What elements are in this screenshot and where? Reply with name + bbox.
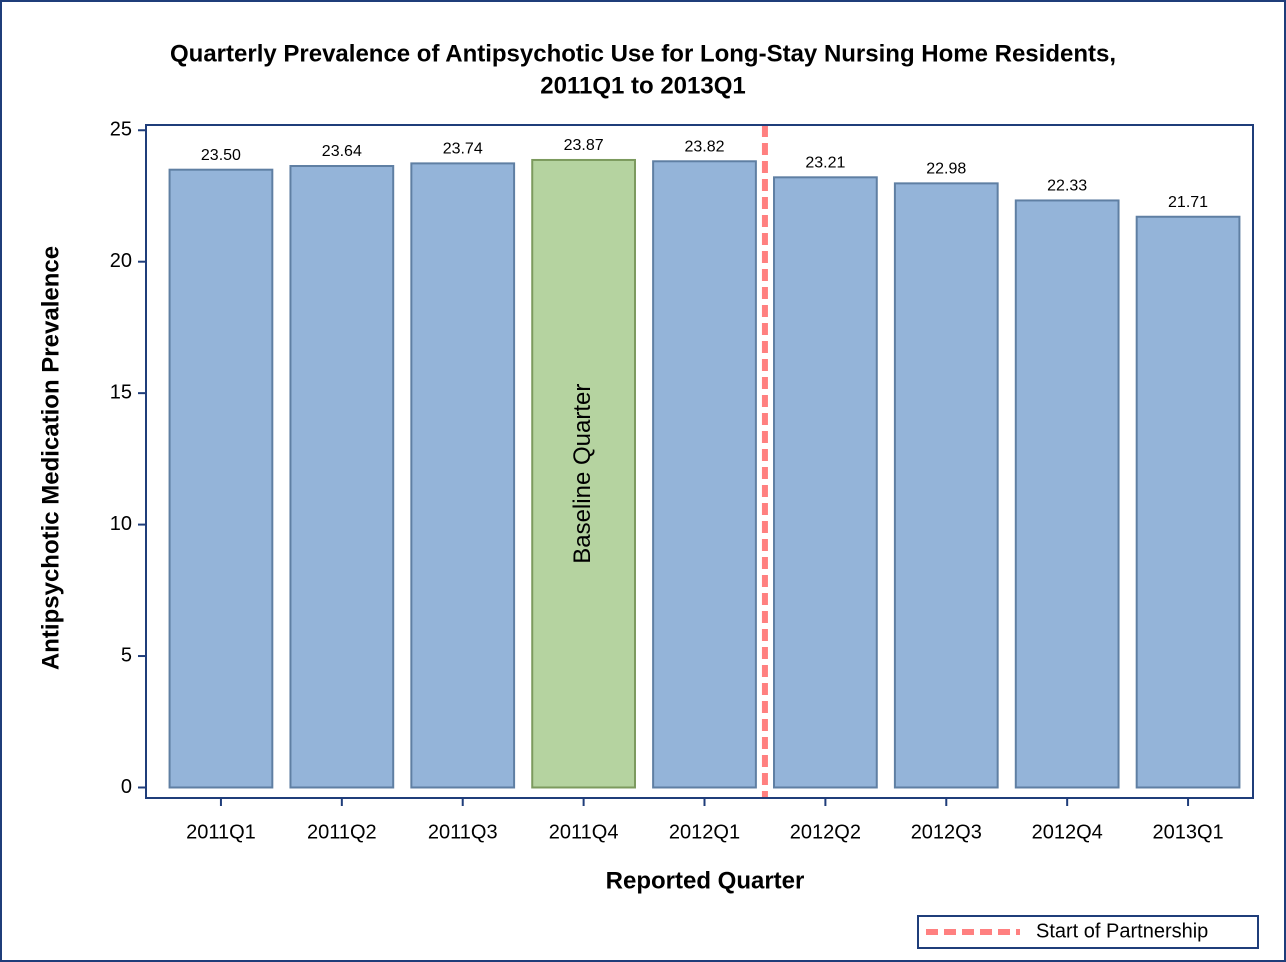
x-tick-label: 2011Q3	[428, 821, 498, 843]
value-label: 22.33	[1047, 178, 1087, 195]
y-axis-label: Antipsychotic Medication Prevalence	[37, 246, 64, 670]
x-tick-label: 2012Q1	[669, 821, 740, 843]
x-axis-label: Reported Quarter	[606, 867, 805, 894]
legend-box	[917, 915, 1259, 949]
value-label: 23.74	[443, 141, 483, 158]
x-tick-label: 2011Q1	[186, 821, 256, 843]
y-tick-label: 20	[110, 250, 132, 272]
y-tick-label: 5	[121, 644, 132, 666]
value-label: 23.87	[564, 137, 604, 154]
y-tick-label: 0	[121, 776, 132, 798]
x-tick-label: 2013Q1	[1152, 821, 1223, 843]
x-tick-label: 2012Q2	[790, 821, 861, 843]
value-label: 21.71	[1168, 194, 1208, 211]
bar	[1014, 199, 1120, 789]
chart-title: Quarterly Prevalence of Antipsychotic Us…	[170, 40, 1116, 67]
bar	[410, 162, 516, 789]
x-tick-label: 2012Q4	[1032, 821, 1103, 843]
value-label: 23.50	[201, 147, 241, 164]
y-tick-label: 25	[110, 119, 132, 141]
x-tick-label: 2011Q4	[549, 821, 619, 843]
bar	[531, 158, 636, 789]
plot-frame	[145, 124, 1254, 799]
bar	[168, 168, 274, 789]
bar	[893, 182, 999, 789]
y-tick-label: 15	[110, 381, 132, 403]
value-label: 23.82	[684, 138, 724, 155]
value-label: 23.64	[322, 143, 362, 160]
value-label: 22.98	[926, 161, 966, 178]
chart-subtitle: 2011Q1 to 2013Q1	[540, 72, 745, 99]
bar	[652, 160, 757, 789]
bar	[1135, 215, 1241, 789]
bar	[773, 176, 878, 789]
x-tick-label: 2011Q2	[307, 821, 377, 843]
x-tick-label: 2012Q3	[911, 821, 982, 843]
bar	[289, 165, 395, 789]
value-label: 23.21	[805, 155, 845, 172]
bar-annotation: Baseline Quarter	[569, 384, 596, 564]
y-tick-label: 10	[110, 513, 132, 535]
legend-label: Start of Partnership	[1036, 920, 1208, 942]
